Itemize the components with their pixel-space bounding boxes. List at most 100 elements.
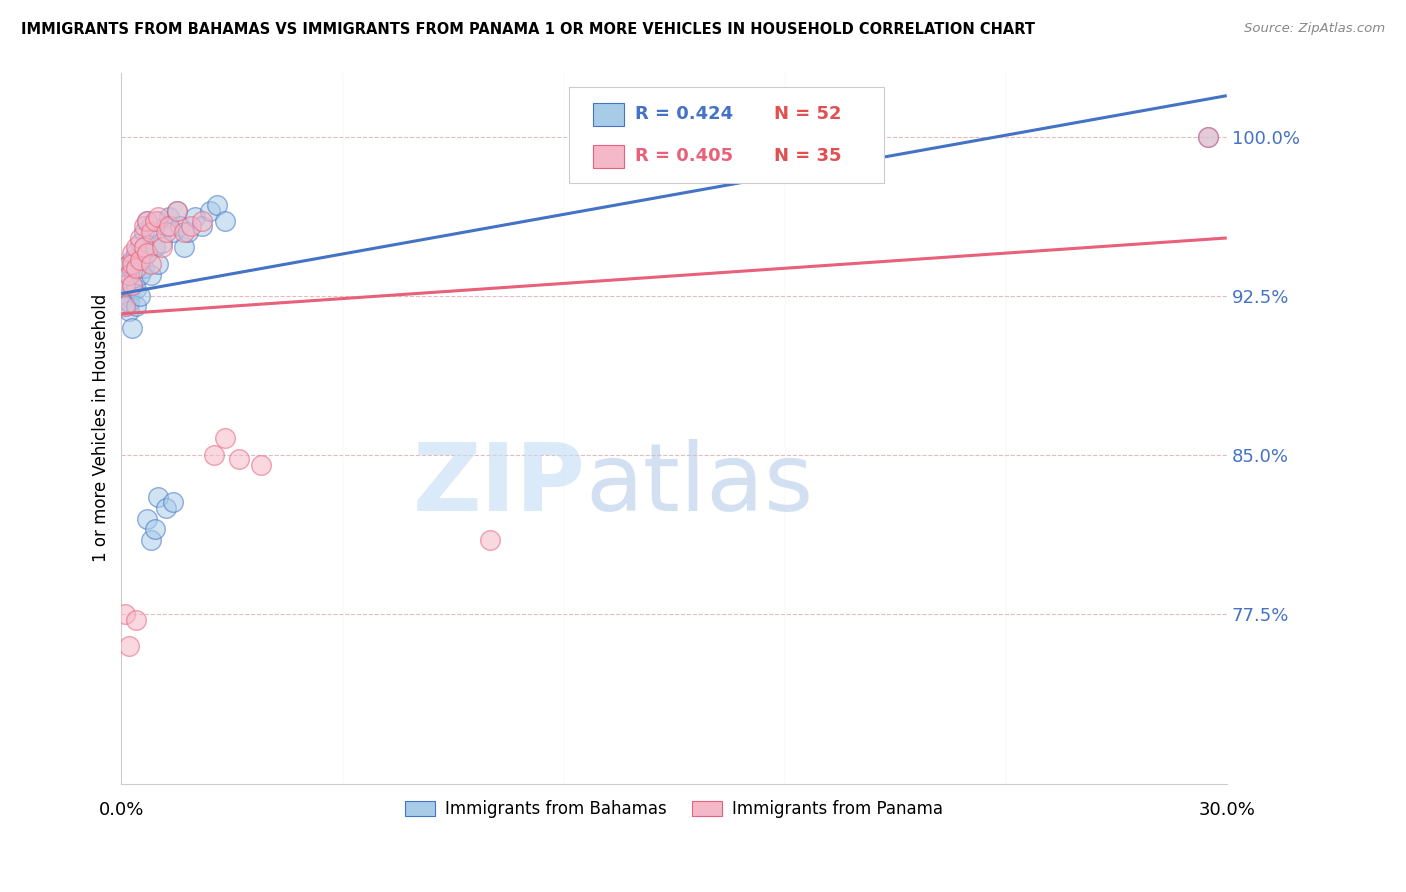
Point xyxy=(478,533,501,547)
Point xyxy=(118,295,141,310)
Point xyxy=(118,639,141,653)
Point xyxy=(143,214,166,228)
Text: R = 0.405: R = 0.405 xyxy=(636,147,734,165)
Point xyxy=(132,240,155,254)
Point xyxy=(121,261,143,276)
Point xyxy=(166,203,188,218)
Point xyxy=(125,261,148,276)
Text: N = 52: N = 52 xyxy=(773,105,841,123)
Point xyxy=(114,278,136,293)
Text: N = 35: N = 35 xyxy=(773,147,841,165)
Point xyxy=(155,225,177,239)
Point xyxy=(132,261,155,276)
Point xyxy=(136,246,159,260)
Point xyxy=(114,607,136,621)
Text: atlas: atlas xyxy=(586,439,814,532)
Point xyxy=(214,431,236,445)
Text: Source: ZipAtlas.com: Source: ZipAtlas.com xyxy=(1244,22,1385,36)
Point xyxy=(148,211,170,225)
Point xyxy=(136,214,159,228)
Point xyxy=(148,491,170,505)
Point xyxy=(128,235,150,250)
Point xyxy=(173,225,195,239)
Point xyxy=(118,257,141,271)
Point xyxy=(128,289,150,303)
Point xyxy=(125,282,148,296)
Point xyxy=(169,219,191,233)
Point xyxy=(118,289,141,303)
Point xyxy=(128,252,150,267)
FancyBboxPatch shape xyxy=(593,103,624,126)
Point xyxy=(198,203,221,218)
Point xyxy=(155,500,177,515)
Text: ZIP: ZIP xyxy=(413,439,586,532)
Point xyxy=(121,252,143,267)
Point xyxy=(139,533,162,547)
Text: 30.0%: 30.0% xyxy=(1198,801,1256,819)
Point xyxy=(139,225,162,239)
Point xyxy=(250,458,273,473)
FancyBboxPatch shape xyxy=(593,145,624,168)
Point xyxy=(125,261,148,276)
Text: R = 0.424: R = 0.424 xyxy=(636,105,734,123)
Point xyxy=(114,282,136,296)
Point xyxy=(191,219,214,233)
Point xyxy=(228,452,250,467)
Point xyxy=(143,240,166,254)
Point xyxy=(157,219,180,233)
Point xyxy=(121,257,143,271)
Point xyxy=(207,197,229,211)
Point xyxy=(121,246,143,260)
Point xyxy=(118,257,141,271)
Point xyxy=(136,511,159,525)
Point xyxy=(177,225,200,239)
Point xyxy=(121,278,143,293)
Point xyxy=(128,231,150,245)
Point xyxy=(125,246,148,260)
Point xyxy=(125,240,148,254)
Point xyxy=(114,278,136,293)
Point xyxy=(128,252,150,267)
Point xyxy=(121,265,143,279)
FancyBboxPatch shape xyxy=(569,87,884,183)
Point xyxy=(173,240,195,254)
Point xyxy=(125,299,148,313)
Point xyxy=(150,240,173,254)
Point xyxy=(214,214,236,228)
Point xyxy=(114,299,136,313)
Point xyxy=(125,613,148,627)
Point xyxy=(121,278,143,293)
Point xyxy=(139,268,162,282)
Point xyxy=(132,240,155,254)
Text: IMMIGRANTS FROM BAHAMAS VS IMMIGRANTS FROM PANAMA 1 OR MORE VEHICLES IN HOUSEHOL: IMMIGRANTS FROM BAHAMAS VS IMMIGRANTS FR… xyxy=(21,22,1035,37)
Point xyxy=(180,219,202,233)
Point xyxy=(191,214,214,228)
Point xyxy=(139,219,162,233)
Point xyxy=(128,268,150,282)
Point xyxy=(162,494,184,508)
Point xyxy=(148,214,170,228)
Point xyxy=(1197,129,1219,144)
Point xyxy=(184,211,207,225)
Point xyxy=(1197,129,1219,144)
Point xyxy=(162,225,184,239)
Point xyxy=(118,268,141,282)
Point xyxy=(166,203,188,218)
Point xyxy=(202,448,225,462)
Point xyxy=(155,219,177,233)
Point xyxy=(132,225,155,239)
Point xyxy=(136,214,159,228)
Point xyxy=(737,134,759,148)
Point xyxy=(118,268,141,282)
Point xyxy=(121,320,143,334)
Point xyxy=(139,257,162,271)
Text: 0.0%: 0.0% xyxy=(98,801,145,819)
Point xyxy=(132,219,155,233)
Point xyxy=(157,211,180,225)
Point xyxy=(118,303,141,318)
Point xyxy=(150,235,173,250)
Point xyxy=(136,246,159,260)
Point xyxy=(114,299,136,313)
Legend: Immigrants from Bahamas, Immigrants from Panama: Immigrants from Bahamas, Immigrants from… xyxy=(398,794,949,825)
Y-axis label: 1 or more Vehicles in Household: 1 or more Vehicles in Household xyxy=(93,294,110,563)
